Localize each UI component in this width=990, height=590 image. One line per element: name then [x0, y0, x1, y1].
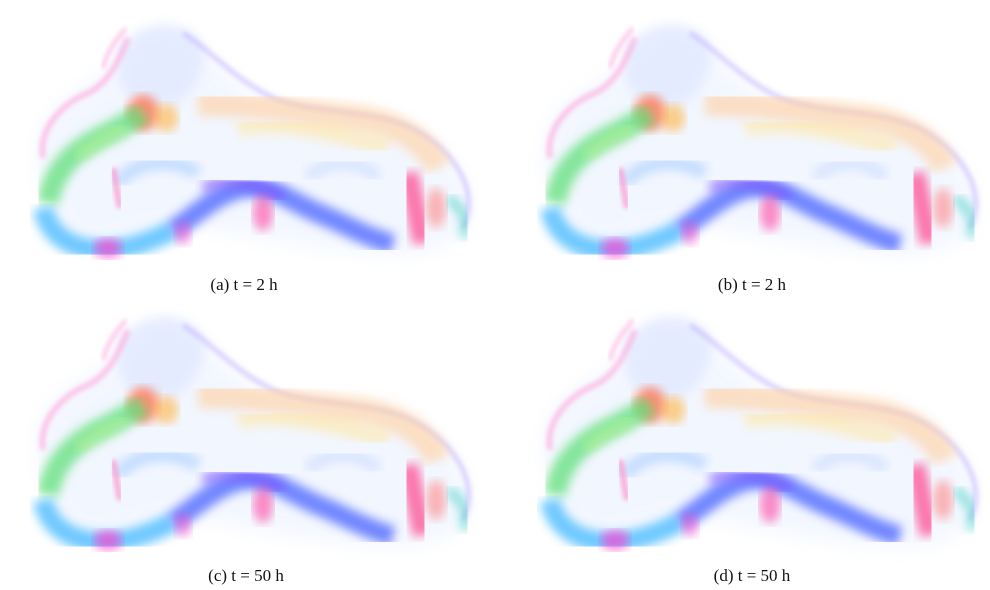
flow-map-panel-d — [515, 300, 985, 565]
flow-map-panel-a — [8, 8, 478, 273]
caption-b: (b) t = 2 h — [717, 275, 787, 294]
caption-c: (c) t = 50 h — [208, 566, 284, 585]
caption-d: (d) t = 50 h — [713, 566, 791, 585]
caption-a: (a) t = 2 h — [210, 275, 278, 294]
flow-map-panel-b — [515, 8, 985, 273]
flow-map-panel-c — [8, 300, 478, 565]
